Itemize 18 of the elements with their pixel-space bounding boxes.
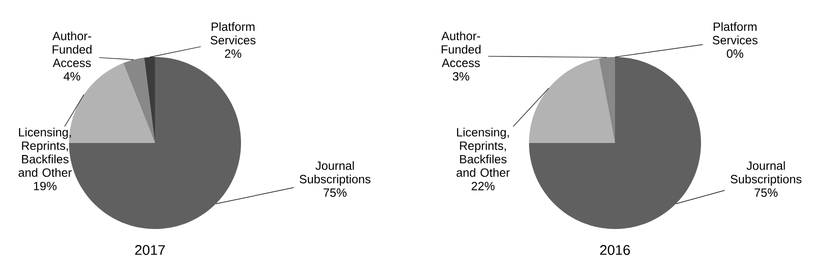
category-label: Platform Services xyxy=(712,22,758,44)
data-label: 4% xyxy=(64,72,80,81)
data-label: 75% xyxy=(324,188,347,197)
text: 2017 xyxy=(135,245,165,255)
slice-label: Licensing, Reprints, Backfiles and Other xyxy=(18,128,72,177)
data-label: 19% xyxy=(34,182,57,190)
slice-label: Author-Funded Access xyxy=(441,31,480,68)
data-label: 3% xyxy=(452,72,470,81)
text: 2016 xyxy=(600,245,630,255)
slice-label: Author-Funded Access xyxy=(52,31,92,68)
slice-label: Licensing, Reprints, Backfiles and Other xyxy=(456,128,510,177)
data-label: 2% xyxy=(224,49,242,58)
data-label: 75% xyxy=(754,188,778,197)
slice-label: Journal Subscriptions xyxy=(300,161,370,186)
data-label: 22% xyxy=(472,182,495,190)
slice-label: Platform Services xyxy=(210,22,256,44)
text: 0% xyxy=(726,49,744,58)
slice-label: Journal Subscriptions xyxy=(730,161,802,186)
